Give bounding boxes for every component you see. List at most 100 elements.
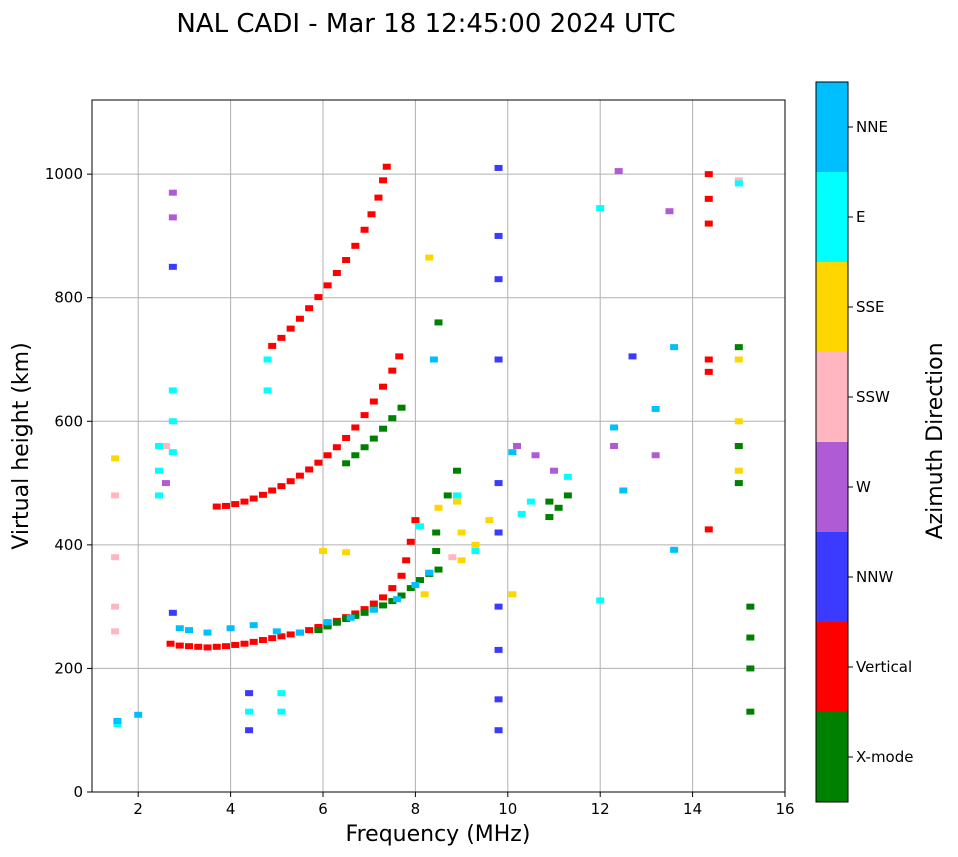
y-tick-label: 0 [73, 783, 83, 801]
echo-point-vertical [286, 478, 295, 485]
colorbar-segment [816, 172, 848, 262]
echo-point-sse [452, 498, 461, 505]
echo-point-x-mode [434, 566, 443, 573]
echo-point-vertical [212, 503, 221, 510]
x-tick-label: 6 [318, 800, 328, 818]
echo-point-x-mode [351, 612, 360, 619]
echo-point-vertical [342, 257, 351, 264]
colorbar-segment [816, 712, 848, 802]
echo-point-ssw [111, 628, 120, 635]
echo-point-e [154, 443, 163, 449]
echo-point-vertical [388, 585, 397, 592]
echo-point-sse [734, 418, 743, 425]
echo-point-x-mode [432, 548, 441, 555]
echo-point-e [416, 523, 425, 530]
echo-point-x-mode [342, 616, 351, 622]
echo-point-vertical [360, 412, 369, 419]
echo-point-nnw [168, 263, 177, 270]
echo-point-x-mode [554, 504, 563, 511]
echo-point-x-mode [397, 592, 406, 599]
colorbar-segment [816, 262, 848, 352]
echo-point-sse [434, 504, 443, 511]
plot-frame [91, 99, 786, 793]
echo-point-vertical [411, 517, 420, 524]
echo-point-e [263, 387, 272, 394]
echo-point-sse [734, 356, 743, 363]
echo-point-vertical [286, 631, 295, 638]
echo-point-vertical [295, 472, 304, 479]
echo-point-nne [272, 628, 281, 635]
echo-point-ssw [111, 554, 120, 561]
echo-point-w [531, 452, 540, 459]
echo-point-sse [457, 557, 466, 564]
echo-point-x-mode [351, 452, 360, 459]
echo-point-x-mode [314, 627, 323, 634]
echo-point-nne [369, 606, 378, 613]
echo-point-vertical [395, 353, 404, 360]
echo-point-vertical [406, 538, 415, 545]
echo-point-nnw [245, 690, 254, 697]
echo-point-x-mode [397, 404, 406, 411]
echo-point-vertical [221, 643, 230, 650]
echo-point-e [734, 180, 743, 187]
echo-point-x-mode [342, 460, 351, 467]
colorbar-label: E [856, 208, 865, 226]
echo-point-x-mode [443, 492, 452, 499]
echo-point-vertical [203, 644, 212, 651]
echo-point-e [168, 449, 177, 456]
x-tick-label: 8 [411, 800, 421, 818]
echo-point-nnw [494, 696, 503, 703]
x-tick-label: 4 [226, 800, 236, 818]
y-tick-label: 800 [54, 289, 83, 307]
echo-point-vertical [277, 633, 286, 640]
echo-point-x-mode [360, 444, 369, 451]
echo-point-x-mode [452, 467, 461, 474]
echo-point-sse [111, 455, 120, 462]
echo-point-vertical [704, 220, 713, 227]
echo-point-nne [323, 619, 332, 626]
echo-point-nne [411, 582, 420, 589]
echo-point-x-mode [734, 480, 743, 487]
echo-point-nne [508, 449, 517, 456]
echo-point-x-mode [734, 344, 743, 351]
echo-point-vertical [360, 606, 369, 613]
echo-point-vertical [382, 163, 391, 170]
echo-point-x-mode [746, 665, 755, 672]
echo-point-vertical [379, 594, 388, 601]
echo-point-nne [134, 711, 143, 718]
echo-point-nnw [494, 232, 503, 239]
echo-point-vertical [212, 643, 221, 650]
echo-point-nne [429, 356, 438, 363]
colorbar-segment [816, 622, 848, 712]
colorbar-label: Vertical [856, 658, 912, 676]
echo-point-vertical [194, 643, 203, 650]
echo-point-vertical [295, 315, 304, 322]
y-tick-label: 600 [54, 412, 83, 430]
echo-point-nnw [494, 480, 503, 487]
echo-point-vertical [249, 495, 258, 502]
echo-point-vertical [369, 398, 378, 405]
echo-point-vertical [323, 282, 332, 289]
echo-point-sse [457, 529, 466, 536]
echo-point-vertical [704, 195, 713, 202]
colorbar-label: X-mode [856, 748, 913, 766]
echo-point-x-mode [563, 492, 572, 499]
echo-point-vertical [249, 638, 258, 645]
x-axis-label: Frequency (MHz) [346, 822, 531, 847]
x-tick-label: 10 [498, 800, 517, 818]
echo-point-w [168, 214, 177, 221]
x-tick-label: 14 [683, 800, 702, 818]
chart-title: NAL CADI - Mar 18 12:45:00 2024 UTC [176, 9, 675, 39]
echo-point-e [277, 708, 286, 715]
echo-point-nnw [494, 727, 503, 734]
echo-point-vertical [175, 642, 184, 649]
y-axis-label: Virtual height (km) [9, 342, 34, 549]
echo-point-nne [425, 569, 434, 576]
echo-point-w [610, 443, 619, 449]
echo-points [111, 163, 755, 734]
echo-point-vertical [277, 483, 286, 490]
echo-point-nne [346, 614, 355, 621]
echo-point-x-mode [545, 514, 554, 521]
echo-point-e [596, 597, 605, 604]
